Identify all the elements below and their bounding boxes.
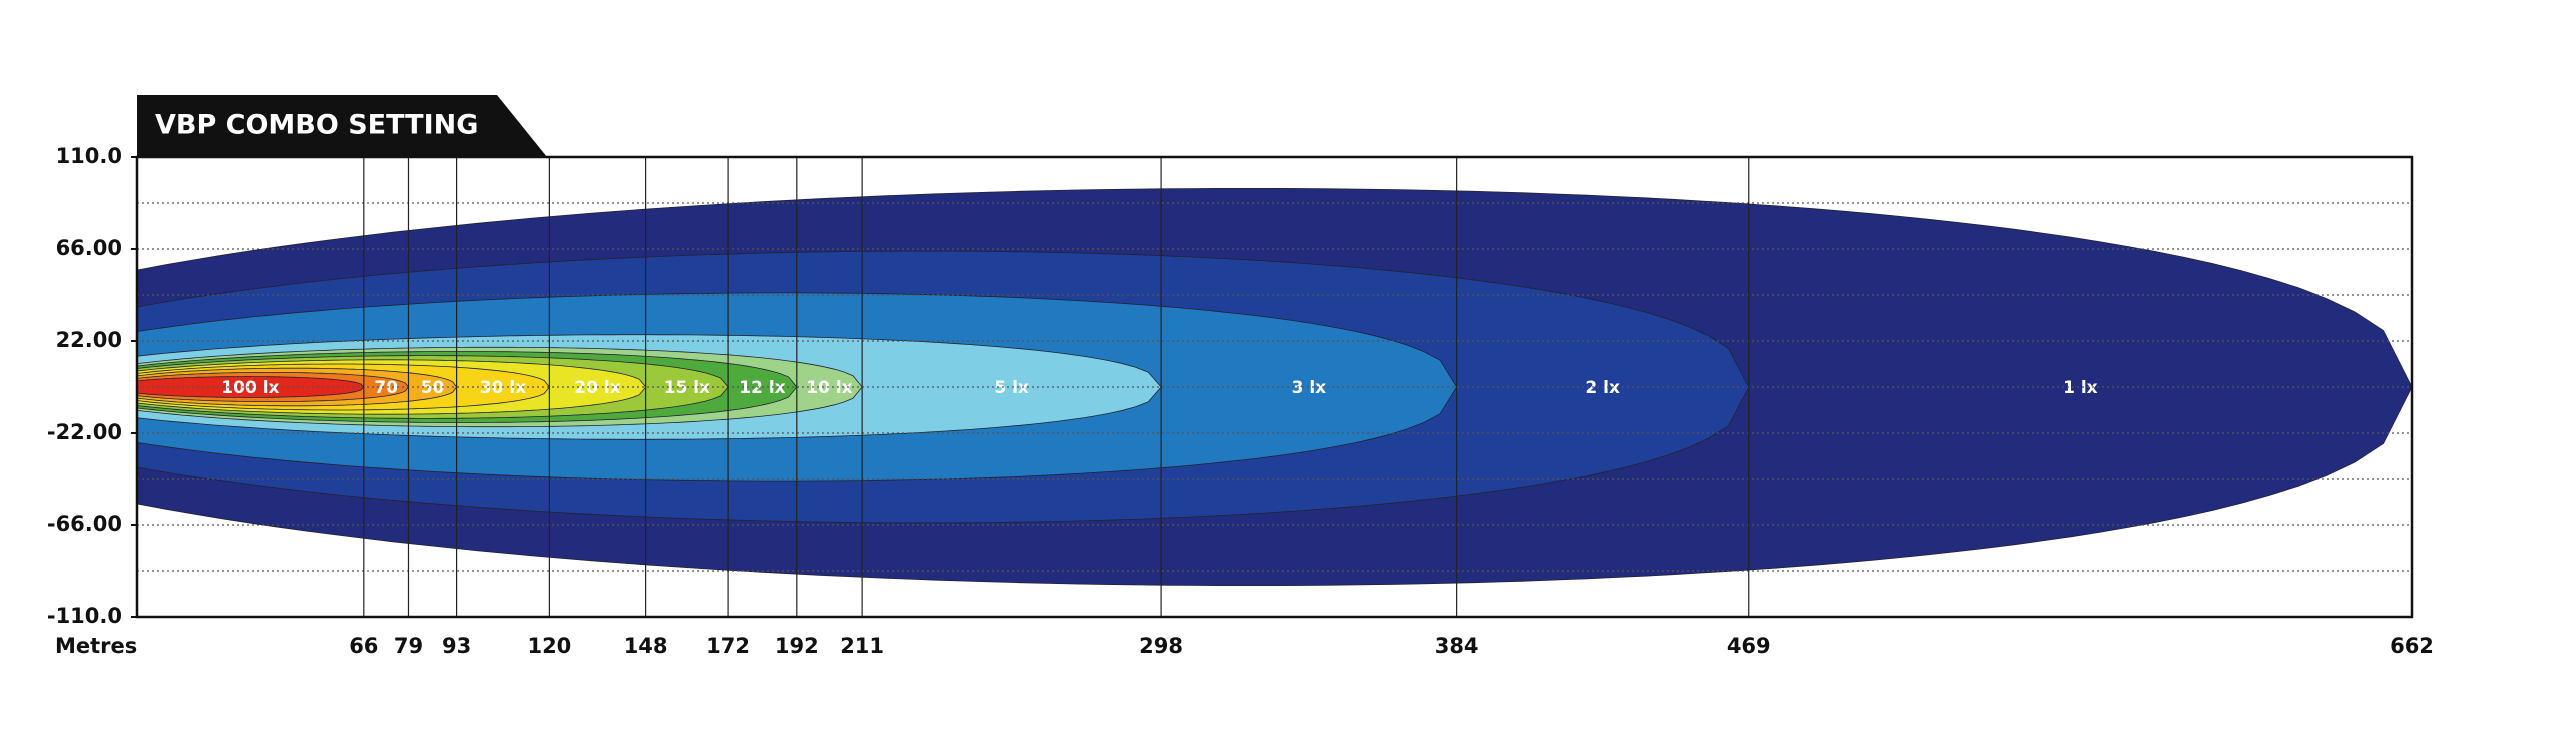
x-tick-label: 172 <box>706 634 750 658</box>
plot-frame <box>135 155 2414 619</box>
y-tick-label: -66.00 <box>47 512 122 536</box>
x-tick-label: 469 <box>1727 634 1771 658</box>
x-tick-label: 120 <box>527 634 571 658</box>
y-tick-label: 110.0 <box>56 144 122 168</box>
zone-label: 2 lx <box>1585 378 1620 398</box>
zone-label: 20 lx <box>574 378 620 398</box>
zone-label: 12 lx <box>739 378 785 398</box>
x-tick-label: 211 <box>840 634 884 658</box>
zone-label: 15 lx <box>664 378 710 398</box>
x-tick-label: 384 <box>1435 634 1479 658</box>
y-tick-label: -110.0 <box>47 604 122 628</box>
zone-label: 30 lx <box>480 378 526 398</box>
zone-label: 50 <box>421 378 445 398</box>
zone-label: 5 lx <box>994 378 1029 398</box>
y-tick-label: 66.00 <box>56 236 122 260</box>
x-tick-label: 298 <box>1139 634 1183 658</box>
zone-label: 3 lx <box>1292 378 1327 398</box>
x-axis-label: Metres <box>55 634 137 658</box>
x-tick-label: 148 <box>624 634 668 658</box>
lux-zone <box>136 376 365 398</box>
zone-label: 1 lx <box>2063 378 2098 398</box>
y-tick-label: -22.00 <box>47 420 122 444</box>
y-tick-label: 22.00 <box>56 328 122 352</box>
x-tick-label: 66 <box>349 634 378 658</box>
chart-title: VBP COMBO SETTING <box>155 110 478 141</box>
x-tick-label: 93 <box>442 634 471 658</box>
zone-label: 70 <box>374 378 398 398</box>
x-tick-label: 79 <box>394 634 423 658</box>
title-tab <box>137 95 547 157</box>
zone-label: 100 lx <box>221 378 279 398</box>
zone-label: 10 lx <box>806 378 852 398</box>
x-tick-label: 662 <box>2390 634 2434 658</box>
x-tick-label: 192 <box>775 634 819 658</box>
